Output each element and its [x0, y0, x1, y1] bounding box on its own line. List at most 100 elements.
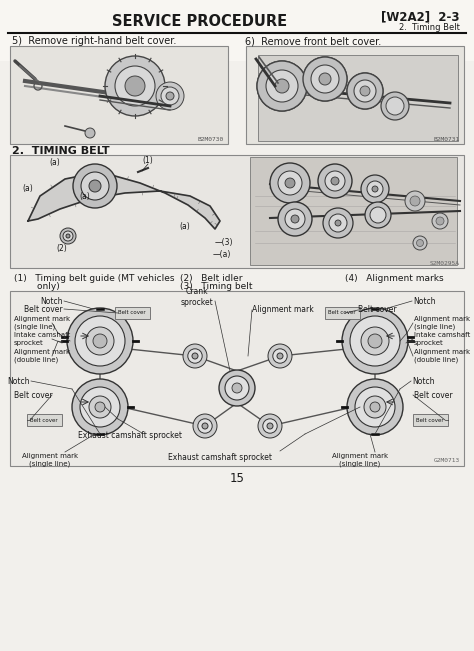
Text: Alignment mark
(single line): Alignment mark (single line)	[332, 453, 388, 467]
Circle shape	[275, 79, 289, 93]
Text: (a): (a)	[180, 223, 191, 232]
Circle shape	[311, 65, 339, 93]
Text: Alignment mark
(single line): Alignment mark (single line)	[22, 453, 78, 467]
Circle shape	[372, 186, 378, 192]
Circle shape	[329, 214, 347, 232]
Text: [W2A2]  2-3: [W2A2] 2-3	[382, 10, 460, 23]
Text: Belt cover: Belt cover	[414, 391, 453, 400]
Text: (1)   Timing belt guide (MT vehicles: (1) Timing belt guide (MT vehicles	[14, 274, 174, 283]
Bar	[10, 155, 464, 268]
Text: Alignment mark
(single line): Alignment mark (single line)	[414, 316, 470, 330]
Bar	[0, 0, 474, 61]
Circle shape	[368, 334, 382, 348]
Bar	[325, 307, 360, 319]
Circle shape	[370, 402, 380, 412]
Circle shape	[270, 163, 310, 203]
Circle shape	[331, 177, 339, 185]
Circle shape	[354, 80, 376, 102]
Circle shape	[188, 349, 202, 363]
Text: only): only)	[14, 282, 60, 291]
Text: Alignment mark
(single line): Alignment mark (single line)	[14, 316, 70, 330]
Circle shape	[342, 308, 408, 374]
Circle shape	[285, 209, 305, 229]
Circle shape	[275, 79, 289, 93]
Text: Belt cover: Belt cover	[30, 417, 58, 422]
Circle shape	[347, 73, 383, 109]
Circle shape	[80, 387, 120, 427]
Circle shape	[81, 172, 109, 200]
Circle shape	[73, 164, 117, 208]
Circle shape	[278, 202, 312, 236]
Circle shape	[277, 353, 283, 359]
Circle shape	[386, 97, 404, 115]
Circle shape	[66, 234, 70, 238]
Text: (3)   Timing belt: (3) Timing belt	[180, 282, 253, 291]
Circle shape	[266, 70, 298, 102]
Text: Notch: Notch	[412, 376, 435, 385]
Bar	[10, 46, 228, 144]
Bar	[10, 291, 464, 466]
Text: (a): (a)	[23, 184, 33, 193]
Circle shape	[360, 86, 370, 96]
Circle shape	[303, 57, 347, 101]
Circle shape	[257, 61, 307, 111]
Circle shape	[370, 207, 386, 223]
Circle shape	[156, 82, 184, 110]
Circle shape	[364, 396, 386, 418]
Circle shape	[267, 423, 273, 429]
Circle shape	[161, 87, 179, 105]
Circle shape	[115, 66, 155, 106]
Text: Exhaust camshaft sprocket: Exhaust camshaft sprocket	[168, 453, 272, 462]
Circle shape	[60, 228, 76, 244]
Bar	[246, 46, 464, 144]
Circle shape	[85, 128, 95, 138]
Text: 2.  Timing Belt: 2. Timing Belt	[399, 23, 460, 31]
Circle shape	[192, 353, 198, 359]
Text: Notch: Notch	[40, 296, 63, 305]
Circle shape	[232, 383, 242, 393]
Circle shape	[125, 76, 145, 96]
Circle shape	[63, 231, 73, 241]
Bar	[27, 414, 62, 426]
Circle shape	[365, 202, 391, 228]
Circle shape	[436, 217, 444, 225]
Circle shape	[319, 73, 331, 85]
Circle shape	[95, 402, 105, 412]
Circle shape	[93, 334, 107, 348]
Text: 5)  Remove right-hand belt cover.: 5) Remove right-hand belt cover.	[12, 36, 176, 46]
Text: Intake camshaft
sprocket: Intake camshaft sprocket	[14, 332, 70, 346]
Circle shape	[354, 80, 376, 102]
Circle shape	[89, 180, 101, 192]
Circle shape	[350, 316, 400, 366]
Circle shape	[225, 376, 249, 400]
Text: Intake camshaft
sprocket: Intake camshaft sprocket	[414, 332, 470, 346]
Circle shape	[202, 423, 208, 429]
Text: Crank
sprocket: Crank sprocket	[181, 287, 213, 307]
Circle shape	[285, 178, 295, 188]
Text: (2)   Belt idler: (2) Belt idler	[180, 274, 243, 283]
Circle shape	[405, 191, 425, 211]
Circle shape	[75, 316, 125, 366]
Circle shape	[417, 240, 423, 247]
Text: SERVICE PROCEDURE: SERVICE PROCEDURE	[112, 14, 288, 29]
Circle shape	[193, 414, 217, 438]
Circle shape	[325, 171, 345, 191]
Circle shape	[183, 344, 207, 368]
Circle shape	[367, 181, 383, 197]
Bar	[115, 307, 150, 319]
Circle shape	[86, 327, 114, 355]
Circle shape	[335, 220, 341, 226]
Circle shape	[347, 73, 383, 109]
Circle shape	[268, 344, 292, 368]
Circle shape	[219, 370, 255, 406]
Bar	[258, 55, 458, 141]
Circle shape	[303, 57, 347, 101]
Circle shape	[311, 65, 339, 93]
Text: Belt cover: Belt cover	[24, 305, 63, 314]
Circle shape	[89, 396, 111, 418]
Text: Alignment mark: Alignment mark	[252, 305, 314, 314]
Bar	[413, 414, 448, 426]
Circle shape	[266, 70, 298, 102]
Text: 6)  Remove front belt cover.: 6) Remove front belt cover.	[245, 36, 381, 46]
Circle shape	[318, 164, 352, 198]
